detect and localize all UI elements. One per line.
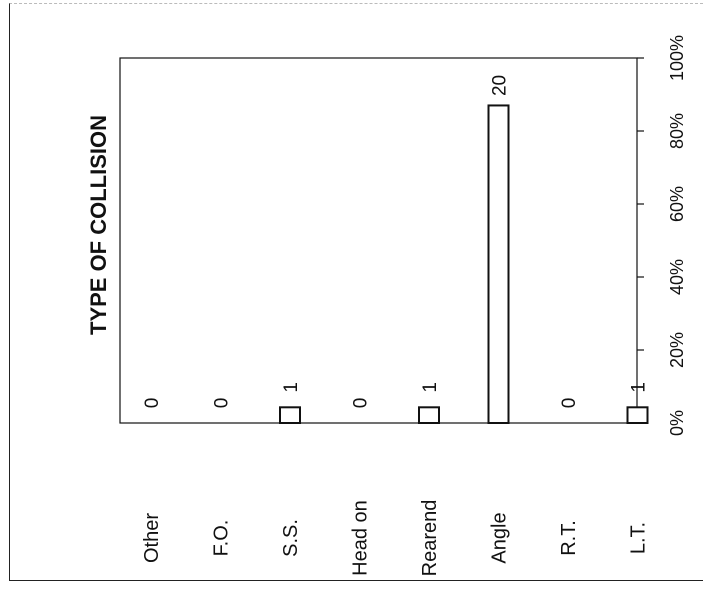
category-label: S.S. bbox=[280, 519, 302, 557]
axis-tick-label: 80% bbox=[667, 113, 687, 149]
value-label: 0 bbox=[559, 398, 580, 409]
value-label: 0 bbox=[351, 398, 372, 409]
category-label: L.T. bbox=[628, 522, 650, 554]
value-label: 1 bbox=[420, 382, 441, 393]
chart-title: TYPE OF COLLISION bbox=[86, 115, 111, 335]
category-label: Other bbox=[141, 513, 163, 563]
bar-s-s bbox=[279, 406, 301, 424]
category-label: Head on bbox=[350, 500, 372, 576]
bar-rearend bbox=[418, 406, 440, 424]
category-label: Rearend bbox=[419, 500, 441, 577]
category-label: R.T. bbox=[558, 520, 580, 556]
category-labels: Other F.O. S.S. Head on Rearend Angle R.T. L.T. bbox=[141, 500, 650, 577]
axis-tick-label: 20% bbox=[667, 332, 687, 368]
bar-angle bbox=[487, 104, 510, 424]
bar-l-t bbox=[626, 406, 649, 424]
value-label: 1 bbox=[629, 382, 650, 393]
category-label: Angle bbox=[489, 512, 511, 563]
axis-tick-label: 0% bbox=[667, 410, 687, 436]
value-label: 0 bbox=[212, 398, 233, 409]
value-label: 1 bbox=[281, 382, 302, 393]
category-label: F.O. bbox=[211, 520, 233, 557]
axis-tick-label: 100% bbox=[667, 35, 687, 81]
chart-title-group: TYPE OF COLLISION bbox=[86, 115, 111, 335]
axis-tick-label: 60% bbox=[667, 186, 687, 222]
axis-tick-label: 40% bbox=[667, 259, 687, 295]
value-labels: 0 0 1 0 1 20 0 1 bbox=[142, 75, 650, 408]
plot-area bbox=[119, 57, 638, 424]
axis-ticks: 0% 20% 40% 60% 80% 100% bbox=[637, 35, 687, 436]
bars bbox=[279, 104, 649, 424]
value-label: 0 bbox=[142, 398, 163, 409]
page-frame bbox=[9, 3, 703, 581]
value-label: 20 bbox=[490, 75, 511, 96]
